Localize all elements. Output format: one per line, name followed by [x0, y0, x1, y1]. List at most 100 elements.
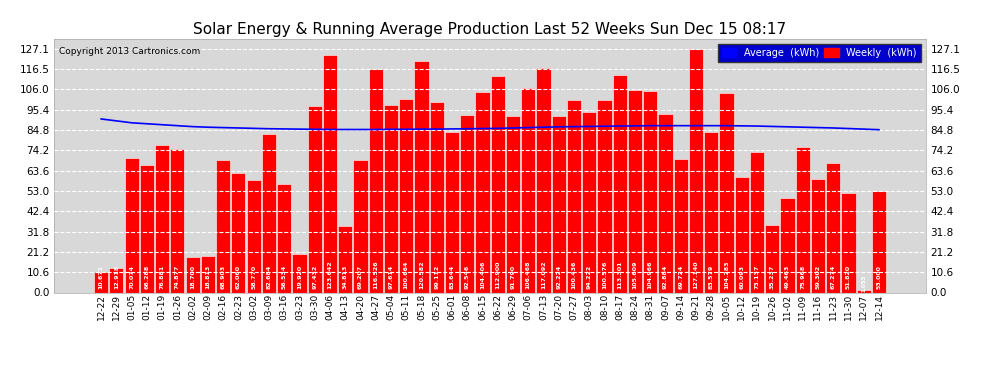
Text: 92.224: 92.224 [556, 264, 561, 289]
Text: 92.546: 92.546 [464, 264, 469, 289]
Legend: Average  (kWh), Weekly  (kWh): Average (kWh), Weekly (kWh) [718, 44, 921, 62]
Text: 10.671: 10.671 [99, 264, 104, 289]
Bar [613, 75, 627, 292]
Text: 99.112: 99.112 [435, 264, 440, 289]
Bar [582, 112, 596, 292]
Text: 105.609: 105.609 [633, 260, 638, 289]
Bar [384, 105, 398, 292]
Bar [551, 116, 565, 292]
Text: 112.900: 112.900 [495, 260, 500, 289]
Bar [567, 100, 581, 292]
Text: 104.406: 104.406 [480, 260, 485, 289]
Text: 18.813: 18.813 [205, 264, 211, 289]
Text: 97.614: 97.614 [388, 264, 393, 289]
Bar [673, 159, 688, 292]
Bar [94, 272, 108, 292]
Text: 113.301: 113.301 [617, 260, 622, 289]
Bar [277, 184, 291, 292]
Text: 60.093: 60.093 [740, 265, 744, 289]
Bar [749, 152, 764, 292]
Text: 104.283: 104.283 [724, 260, 729, 289]
Text: 53.000: 53.000 [876, 265, 881, 289]
Text: 58.770: 58.770 [251, 264, 256, 289]
Text: 76.881: 76.881 [159, 264, 164, 289]
Bar [368, 69, 383, 292]
Bar [216, 160, 231, 292]
Text: 104.966: 104.966 [647, 260, 652, 289]
Bar [537, 68, 550, 292]
Bar [308, 106, 322, 292]
Bar [704, 132, 719, 292]
Bar [292, 254, 307, 292]
Text: 69.207: 69.207 [358, 264, 363, 289]
Bar [261, 134, 276, 292]
Text: 51.820: 51.820 [846, 264, 851, 289]
Text: 73.137: 73.137 [754, 264, 759, 289]
Text: 68.903: 68.903 [221, 264, 226, 289]
Text: 70.074: 70.074 [129, 265, 134, 289]
Bar [185, 256, 200, 292]
Bar [155, 145, 169, 292]
Bar [628, 90, 643, 292]
Bar [506, 117, 520, 292]
Bar [430, 102, 444, 292]
Text: 35.237: 35.237 [769, 264, 775, 289]
Bar [720, 93, 734, 292]
Bar [399, 99, 413, 292]
Text: 97.432: 97.432 [312, 264, 317, 289]
Bar [842, 193, 855, 292]
Text: 12.918: 12.918 [114, 264, 119, 289]
Bar [445, 132, 459, 292]
Bar [689, 49, 703, 292]
Bar [811, 179, 825, 292]
Text: 62.060: 62.060 [236, 265, 241, 289]
Text: 82.684: 82.684 [266, 264, 271, 289]
Text: 106.468: 106.468 [526, 260, 531, 289]
Text: 91.790: 91.790 [511, 264, 516, 289]
Text: 66.288: 66.288 [145, 264, 149, 289]
Bar [780, 198, 795, 292]
Bar [658, 114, 672, 292]
Bar [872, 191, 886, 292]
Text: 34.813: 34.813 [343, 264, 347, 289]
Text: 56.534: 56.534 [282, 264, 287, 289]
Bar [338, 226, 352, 292]
Text: 92.884: 92.884 [663, 264, 668, 289]
Title: Solar Energy & Running Average Production Last 52 Weeks Sun Dec 15 08:17: Solar Energy & Running Average Productio… [193, 22, 787, 37]
Bar [735, 177, 748, 292]
Bar [491, 76, 505, 292]
Text: 59.302: 59.302 [816, 264, 821, 289]
Bar [597, 100, 612, 292]
Bar [856, 291, 871, 292]
Bar [353, 160, 367, 292]
Text: 116.526: 116.526 [373, 260, 378, 289]
Text: 19.920: 19.920 [297, 264, 302, 289]
Text: 117.092: 117.092 [541, 260, 545, 289]
Bar [826, 164, 841, 292]
Bar [109, 268, 124, 292]
Bar [125, 158, 139, 292]
Bar [644, 91, 657, 292]
Text: Copyright 2013 Cartronics.com: Copyright 2013 Cartronics.com [58, 47, 200, 56]
Bar [232, 174, 246, 292]
Text: 83.644: 83.644 [449, 264, 454, 289]
Text: 123.642: 123.642 [328, 260, 333, 289]
Text: 1.053: 1.053 [861, 274, 866, 292]
Text: 100.576: 100.576 [602, 260, 607, 289]
Bar [460, 115, 474, 292]
Bar [201, 256, 215, 292]
Text: 18.700: 18.700 [190, 265, 195, 289]
Text: 69.724: 69.724 [678, 264, 683, 289]
Text: 127.140: 127.140 [693, 260, 698, 289]
Text: 120.582: 120.582 [419, 260, 424, 289]
Bar [170, 149, 184, 292]
Text: 75.968: 75.968 [800, 264, 805, 289]
Text: 100.664: 100.664 [404, 260, 409, 289]
Text: 100.436: 100.436 [571, 260, 576, 289]
Text: 49.463: 49.463 [785, 264, 790, 289]
Text: 83.579: 83.579 [709, 264, 714, 289]
Text: 74.877: 74.877 [175, 264, 180, 289]
Bar [521, 88, 536, 292]
Text: 94.222: 94.222 [587, 264, 592, 289]
Bar [475, 92, 489, 292]
